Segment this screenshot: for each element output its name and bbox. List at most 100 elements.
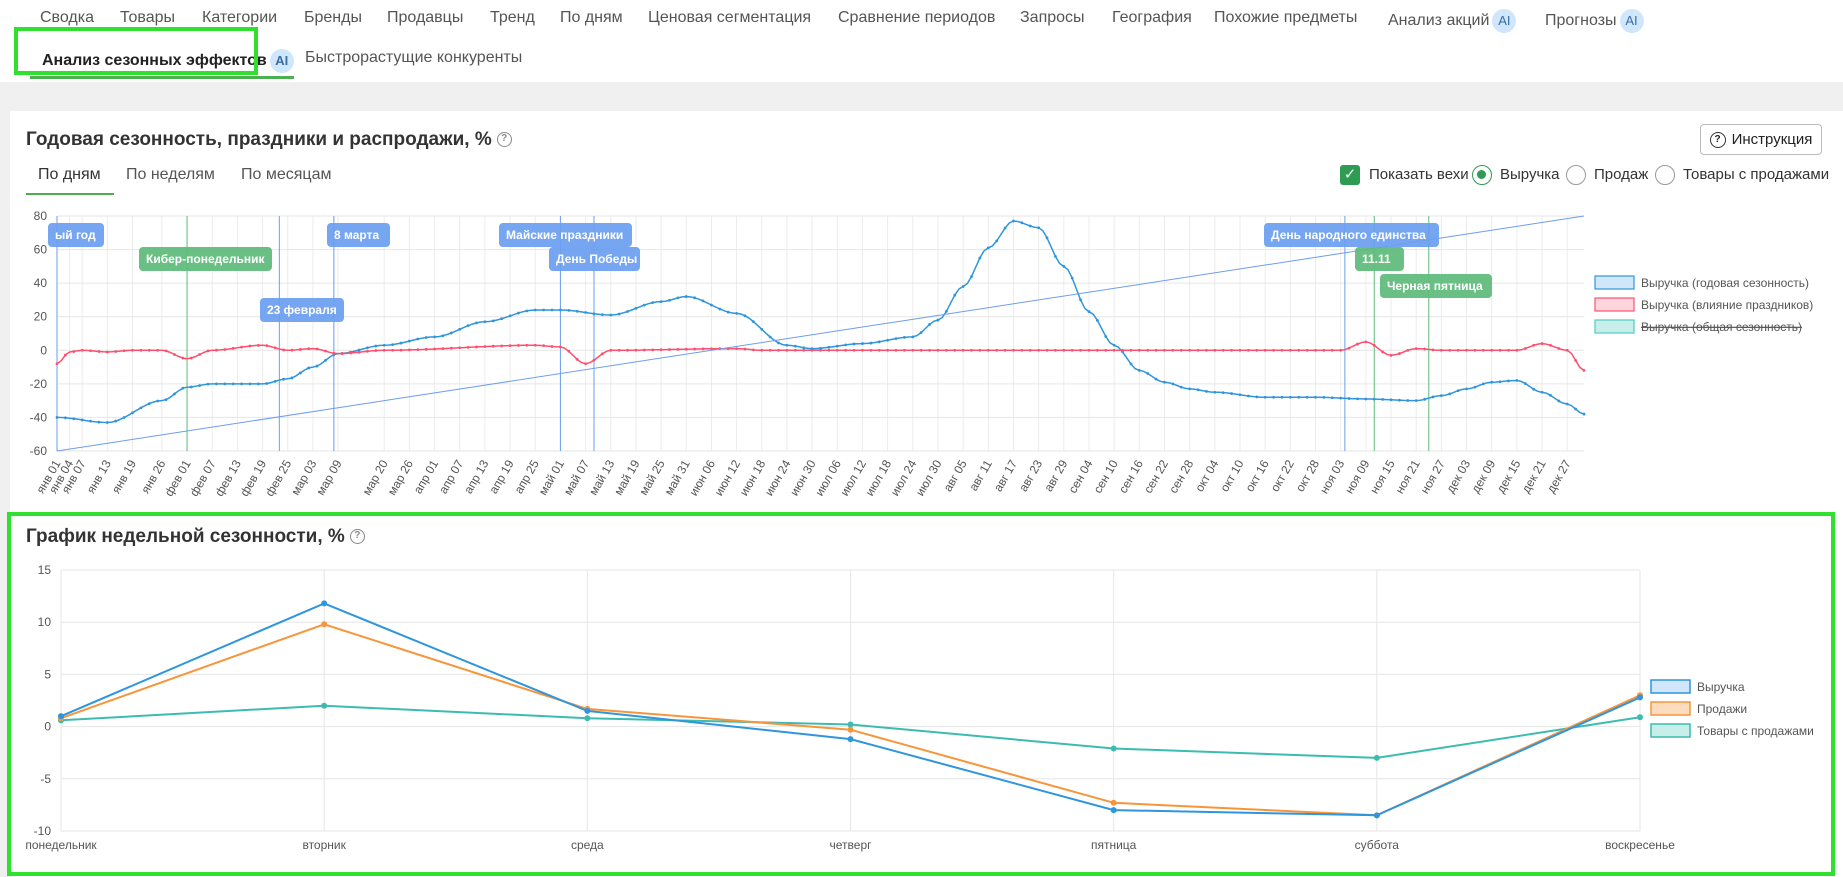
legend-label: Выручка (годовая сезонность) [1641, 276, 1809, 290]
tab-row1-2[interactable]: Категории [202, 9, 277, 27]
tab-row1-9[interactable]: Запросы [1020, 9, 1085, 27]
tab-row2-0[interactable]: Анализ сезонных эффектов AI [42, 49, 294, 73]
radio-sales[interactable] [1566, 165, 1586, 185]
series-Выручка (влияние праздников) [55, 340, 1586, 372]
help-icon[interactable]: ? [349, 529, 365, 545]
data-point [1087, 348, 1091, 352]
data-point [911, 335, 915, 339]
tab-row1-1[interactable]: Товары [120, 9, 175, 27]
data-point [768, 348, 772, 352]
x-tick-label: окт 10 [1217, 457, 1246, 494]
tab-row1-5[interactable]: Тренд [490, 9, 535, 27]
data-point [743, 314, 747, 318]
legend-item[interactable]: Выручка [1650, 679, 1745, 694]
legend-item[interactable]: Выручка (годовая сезонность) [1594, 275, 1809, 290]
data-point [1339, 396, 1343, 400]
tab-row1-8[interactable]: Сравнение периодов [838, 9, 995, 27]
x-tick-label: четверг [830, 838, 873, 852]
data-point [1129, 348, 1133, 352]
data-point [441, 334, 445, 338]
data-point [1280, 348, 1284, 352]
data-point [399, 341, 403, 345]
data-point [1188, 387, 1192, 391]
legend-item[interactable]: Выручка (влияние праздников) [1594, 297, 1813, 312]
data-point [634, 306, 638, 310]
tab-label: Анализ акций [1388, 12, 1490, 30]
data-point [1163, 348, 1166, 352]
data-point [1347, 346, 1351, 350]
data-point [173, 392, 176, 396]
x-tick-label: мар 26 [385, 457, 416, 497]
data-point [844, 348, 848, 352]
tab-label: По дням [560, 9, 623, 26]
data-point [634, 348, 638, 352]
data-point [1104, 335, 1108, 338]
data-point [542, 308, 546, 312]
data-point [986, 246, 990, 250]
data-point [567, 349, 571, 353]
data-point [206, 349, 210, 353]
data-point [1221, 348, 1225, 352]
data-point [847, 721, 854, 728]
data-point [1481, 348, 1485, 352]
data-point [1104, 348, 1108, 352]
data-point [1305, 348, 1309, 352]
legend-item[interactable]: Выручка (общая сезонность) [1594, 319, 1802, 334]
section-tabs: Сводка Товары Категории Бренды Продавцы Тренд… [0, 0, 1843, 82]
legend-item[interactable]: Товары с продажами [1650, 723, 1814, 738]
tab-row1-6[interactable]: По дням [560, 9, 623, 27]
data-point [718, 307, 722, 311]
tab-row1-4[interactable]: Продавцы [387, 9, 463, 27]
tab-row1-0[interactable]: Сводка [40, 9, 94, 27]
data-point [1062, 348, 1066, 352]
data-point [1339, 348, 1343, 352]
subtab-by-days[interactable]: По дням [38, 166, 101, 183]
data-point [802, 346, 806, 350]
data-point [1095, 348, 1099, 352]
tab-row1-11[interactable]: Похожие предметы [1214, 9, 1357, 27]
radio-products-with-sales[interactable] [1655, 165, 1675, 185]
tab-row1-3[interactable]: Бренды [304, 9, 362, 27]
data-point [584, 362, 587, 366]
tab-row1-13[interactable]: Прогнозы AI [1545, 9, 1644, 33]
data-point [861, 348, 864, 352]
legend-item[interactable]: Продажи [1650, 701, 1747, 716]
x-tick-label: вторник [302, 838, 346, 852]
legend-swatch [1650, 679, 1691, 694]
subtab-by-weeks[interactable]: По неделям [126, 166, 215, 183]
data-point [491, 344, 495, 348]
tab-row1-7[interactable]: Ценовая сегментация [648, 9, 811, 27]
data-point [424, 347, 428, 351]
show-milestones-checkbox[interactable]: ✓ [1340, 165, 1360, 185]
milestone-label-bg [48, 223, 104, 247]
weekly-title-text: График недельной сезонности, % [26, 526, 345, 547]
data-point [1054, 254, 1057, 258]
tab-row1-10[interactable]: География [1112, 9, 1192, 27]
show-milestones-label: Показать вехи [1369, 166, 1469, 183]
data-point [1272, 348, 1275, 352]
data-point [819, 346, 822, 350]
data-point [1255, 395, 1259, 399]
tab-row1-12[interactable]: Анализ акций AI [1388, 9, 1517, 33]
radio-products-with-sales-label: Товары с продажами [1683, 166, 1830, 183]
data-point [366, 349, 369, 353]
tab-row2-1[interactable]: Быстрорастущие конкуренты [305, 49, 522, 67]
help-icon[interactable]: ? [496, 132, 512, 148]
data-point [592, 358, 596, 362]
data-point [1070, 276, 1074, 280]
data-point [366, 346, 369, 350]
data-point [324, 358, 327, 362]
instruction-button[interactable]: ? Инструкция [1700, 124, 1822, 155]
data-point [953, 348, 957, 352]
subtab-by-months[interactable]: По месяцам [241, 166, 332, 183]
data-point [592, 312, 596, 316]
radio-revenue[interactable] [1472, 165, 1492, 185]
data-point [1439, 348, 1443, 352]
data-point [550, 345, 554, 348]
data-point [324, 349, 327, 353]
data-point [1507, 379, 1510, 383]
data-point [1448, 348, 1452, 352]
data-point [517, 311, 520, 315]
data-point [877, 340, 881, 344]
